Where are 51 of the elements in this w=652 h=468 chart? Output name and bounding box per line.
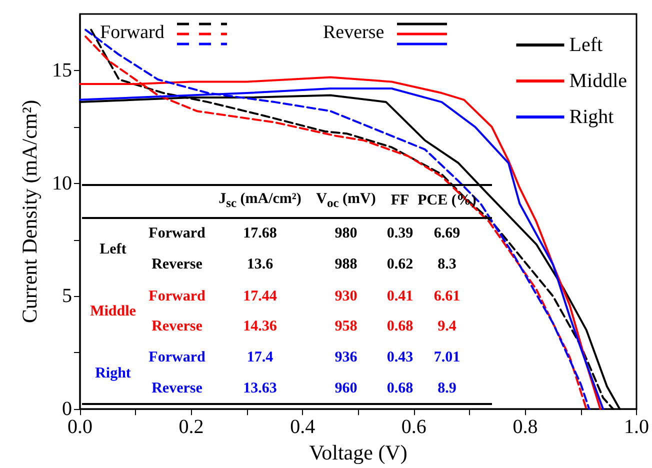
annotation: Forward <box>100 22 164 44</box>
annotation: 936 <box>334 350 358 366</box>
text: Left <box>100 241 126 257</box>
annotation: 0.62 <box>386 256 414 274</box>
text: Right <box>95 365 131 381</box>
x-tick-label: 0.2 <box>178 416 204 438</box>
annotation: 0.39 <box>386 226 414 242</box>
x-tick-label: 0.4 <box>290 416 316 438</box>
annotation: FF <box>390 192 410 210</box>
annotation: 17.4 <box>246 350 274 366</box>
x-tick-label: 1.0 <box>624 416 649 438</box>
annotation: 8.9 <box>438 380 456 398</box>
annotation: 0.68 <box>386 380 414 398</box>
annotation: 0.41 <box>386 288 414 306</box>
annotation: 0.43 <box>386 350 414 366</box>
y-tick-label: 5 <box>62 285 72 308</box>
annotation: Reverse <box>152 256 202 274</box>
annotation: 13.6 <box>246 256 274 274</box>
x-axis-title: Voltage (V) <box>309 440 408 464</box>
annotation: Forward <box>148 226 206 242</box>
annotation: Forward <box>148 350 206 366</box>
annotation: Reverse <box>152 380 202 398</box>
legend-label: Right <box>569 106 614 128</box>
x-tick-label: 0.8 <box>512 416 538 438</box>
annotation: 8.3 <box>438 256 456 274</box>
annotation: 6.61 <box>434 288 460 306</box>
annotation: 17.44 <box>243 288 277 306</box>
y-tick-label: 10 <box>52 172 72 194</box>
annotation: 6.69 <box>434 226 460 242</box>
annotation: J$_{sc}$ (mA/cm²) <box>218 191 302 211</box>
annotation: V$_{oc}$ (mV) <box>316 191 376 211</box>
annotation: Forward <box>148 288 206 306</box>
annotation: Reverse <box>323 22 384 44</box>
annotation: 960 <box>334 380 358 398</box>
annotation: 7.01 <box>434 350 460 366</box>
text: Middle <box>90 304 136 320</box>
annotation: 0.68 <box>386 318 414 336</box>
annotation: 930 <box>334 288 358 306</box>
annotation: 13.63 <box>243 380 277 398</box>
legend-label: Left <box>569 34 603 56</box>
y-axis-title: Current Density (mA/cm²) <box>18 100 42 324</box>
annotation: 958 <box>334 318 358 336</box>
annotation: 14.36 <box>243 318 277 336</box>
annotation: 17.68 <box>243 226 277 242</box>
x-tick-label: 0.6 <box>401 416 426 438</box>
annotation: Reverse <box>152 318 202 336</box>
legend-label: Middle <box>569 70 628 92</box>
annotation: 980 <box>334 226 358 242</box>
y-tick-label: 15 <box>52 59 72 82</box>
annotation: 988 <box>334 256 358 274</box>
annotation: 9.4 <box>438 318 456 336</box>
